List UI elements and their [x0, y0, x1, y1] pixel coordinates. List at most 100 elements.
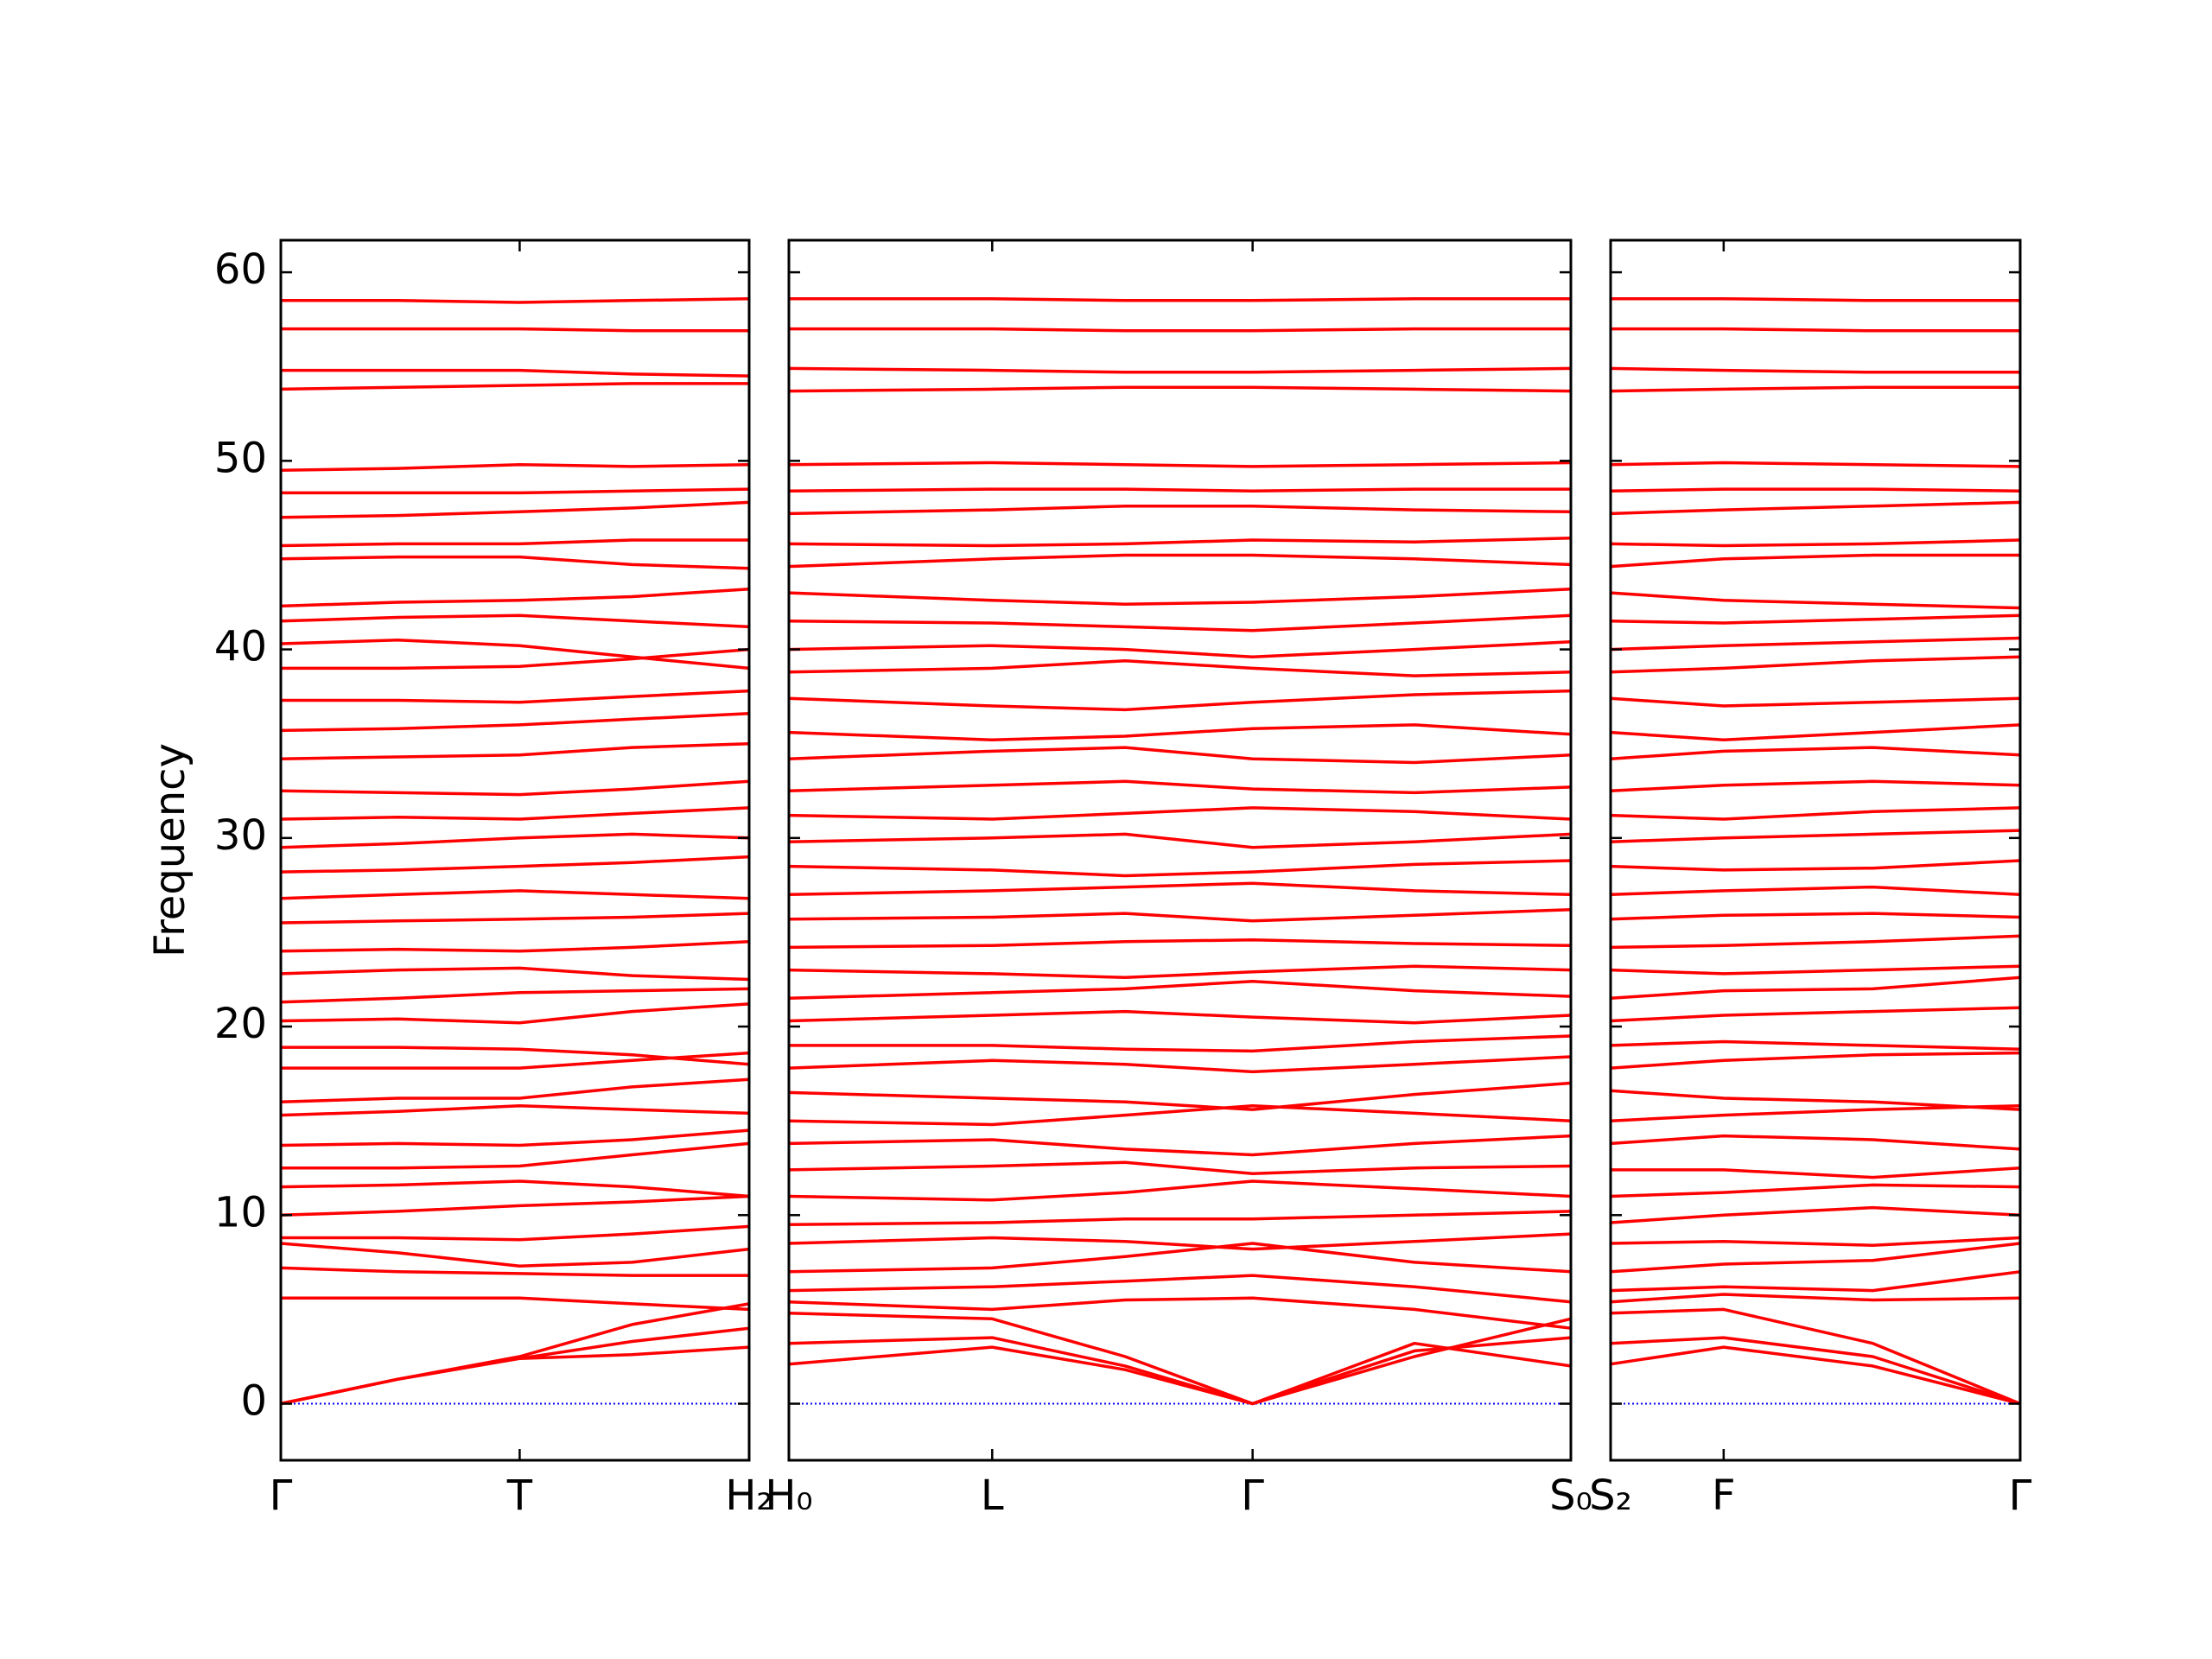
band-line [281, 296, 750, 304]
band-line [1610, 1236, 2021, 1247]
y-tick-label: 20 [214, 1000, 267, 1048]
band-line [280, 500, 750, 519]
band-line [281, 647, 750, 671]
band-line [1610, 1103, 2021, 1122]
y-tick-label: 50 [214, 434, 267, 482]
band-line [788, 613, 1572, 632]
band-line [1610, 964, 2021, 976]
band-line [1610, 1134, 2021, 1151]
band-line [788, 723, 1572, 742]
band-line [281, 1224, 750, 1242]
band-line [788, 907, 1572, 923]
band-line [788, 746, 1572, 765]
band-line [280, 1103, 750, 1117]
band-line [788, 1210, 1572, 1226]
band-line [789, 296, 1571, 302]
band-line [1610, 1205, 2021, 1224]
band-line [788, 1242, 1572, 1274]
band-line [281, 1296, 750, 1312]
band-line [788, 553, 1572, 569]
x-tick-label: L [981, 1471, 1004, 1520]
y-tick-label: 0 [240, 1377, 267, 1426]
band-line [280, 1194, 750, 1217]
band-line [788, 537, 1572, 548]
band-line [1610, 806, 2021, 821]
band-line [280, 587, 750, 608]
x-tick-label: Γ [2009, 1471, 2032, 1520]
band-line [788, 881, 1572, 897]
band-line [1610, 366, 2020, 374]
band-line [1610, 591, 2021, 610]
band-line [1610, 1089, 2021, 1111]
band-line [788, 385, 1572, 393]
band-line [1610, 553, 2020, 569]
band-line [1610, 779, 2021, 793]
band-line [281, 1141, 750, 1170]
band-line [1610, 1345, 2021, 1406]
band-line [1610, 746, 2021, 760]
band-line [788, 1179, 1572, 1202]
band-line [1610, 636, 2021, 652]
band-line [788, 689, 1572, 712]
band-line [788, 1274, 1572, 1304]
band-line [280, 1302, 750, 1406]
plot-frame [279, 238, 751, 1462]
band-line [1610, 976, 2021, 1001]
plot-frame [787, 238, 1573, 1462]
band-line [280, 779, 750, 797]
band-line [1610, 1006, 2021, 1023]
band-line [1610, 1183, 2021, 1198]
band-line [1610, 1242, 2021, 1274]
band-line [280, 555, 750, 570]
band-line [1610, 1051, 2021, 1070]
band-line [789, 1034, 1572, 1053]
band-line [1610, 1039, 2021, 1051]
band-line [280, 966, 750, 982]
band-line [788, 1336, 1572, 1406]
band-line [280, 538, 749, 548]
band-line [280, 855, 750, 874]
x-tick-label: H₂ [725, 1471, 772, 1520]
band-line [788, 1055, 1572, 1074]
band-line [280, 1242, 750, 1268]
band-line [788, 938, 1572, 950]
band-line [788, 1312, 1572, 1406]
band-line [280, 1266, 749, 1277]
band-line [1610, 1336, 2021, 1406]
band-line [1610, 696, 2021, 708]
band-line [788, 979, 1572, 1001]
band-line [788, 1317, 1572, 1406]
band-line [1610, 912, 2021, 921]
band-line [788, 1232, 1572, 1251]
band-line [1611, 1166, 2021, 1179]
plot-frame [1609, 238, 2022, 1462]
band-line [280, 940, 750, 953]
y-tick-label: 40 [214, 623, 267, 671]
band-line [788, 1103, 1572, 1127]
x-tick-label: Γ [270, 1471, 293, 1520]
band-line [281, 1046, 750, 1066]
y-tick-label: 30 [214, 811, 267, 860]
band-line [788, 1081, 1572, 1111]
band-line [788, 461, 1572, 468]
band-line [1610, 385, 2020, 393]
band-line [280, 741, 750, 760]
band-line [788, 779, 1572, 795]
band-line [788, 487, 1571, 493]
band-line [280, 462, 750, 473]
band-line [281, 327, 749, 333]
band-line [1610, 885, 2021, 897]
band-line [280, 1077, 750, 1104]
band-line [788, 806, 1572, 821]
band-line [1610, 1293, 2021, 1304]
x-tick-label: F [1712, 1471, 1736, 1520]
band-line [280, 912, 750, 925]
band-line [788, 366, 1572, 374]
band-line [788, 859, 1572, 878]
y-tick-label: 60 [214, 245, 267, 294]
x-tick-label: H₀ [765, 1471, 812, 1520]
y-axis-label: Frequency [146, 743, 194, 957]
band-line [1610, 1307, 2021, 1406]
